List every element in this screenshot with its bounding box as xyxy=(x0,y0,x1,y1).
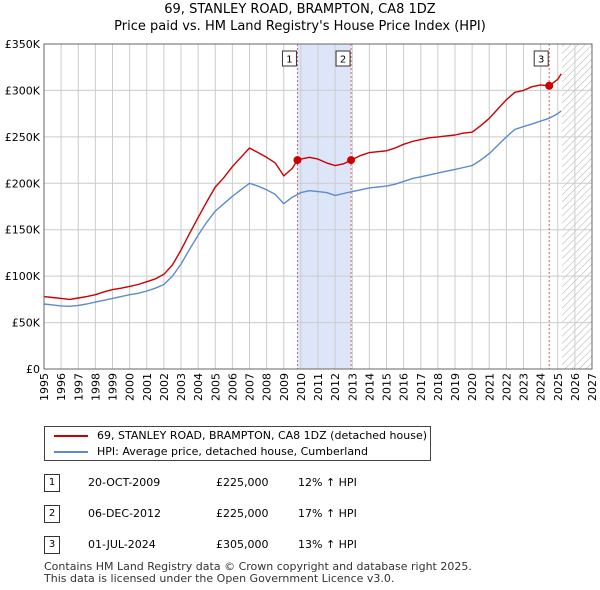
x-tick-label: 2021 xyxy=(483,373,496,401)
sale-number: 1 xyxy=(44,474,60,492)
x-tick-label: 2002 xyxy=(158,373,171,401)
sale-point xyxy=(347,156,356,165)
y-tick-label: £350K xyxy=(5,38,41,51)
title-line-2: Price paid vs. HM Land Registry's House … xyxy=(114,19,486,34)
legend-label-hpi: HPI: Average price, detached house, Cumb… xyxy=(97,445,369,458)
x-tick-label: 2015 xyxy=(381,373,394,401)
sale-date: 01-JUL-2024 xyxy=(88,538,156,551)
forecast-region xyxy=(562,44,592,369)
sale-marker-label: 3 xyxy=(538,55,544,66)
sale-marker-label: 1 xyxy=(286,55,292,66)
y-tick-label: £50K xyxy=(12,317,41,330)
x-tick-label: 2008 xyxy=(261,373,274,401)
legend-swatch-hpi xyxy=(54,451,88,453)
sale-price: £225,000 xyxy=(216,507,269,520)
sale-date: 06-DEC-2012 xyxy=(88,507,162,520)
x-tick-label: 2025 xyxy=(552,373,565,401)
hpi-line xyxy=(43,110,562,307)
x-tick-label: 1995 xyxy=(38,373,51,401)
x-tick-label: 2000 xyxy=(124,373,137,401)
y-tick-label: £250K xyxy=(5,131,41,144)
legend-label-property: 69, STANLEY ROAD, BRAMPTON, CA8 1DZ (det… xyxy=(97,429,427,442)
footer: Contains HM Land Registry data © Crown c… xyxy=(44,561,472,585)
x-tick-label: 1997 xyxy=(72,373,85,401)
y-tick-label: £100K xyxy=(5,270,41,283)
x-tick-label: 2022 xyxy=(500,373,513,401)
sale-price: £305,000 xyxy=(216,538,269,551)
x-tick-label: 1996 xyxy=(55,373,68,401)
sale-period-band xyxy=(297,44,352,369)
sale-date: 20-OCT-2009 xyxy=(88,476,161,489)
x-tick-label: 2003 xyxy=(175,373,188,401)
x-tick-label: 2012 xyxy=(329,373,342,401)
x-tick-label: 2016 xyxy=(398,373,411,401)
x-tick-label: 2009 xyxy=(278,373,291,401)
x-tick-label: 2018 xyxy=(432,373,445,401)
x-tick-label: 2020 xyxy=(466,373,479,401)
footer-line-1: Contains HM Land Registry data © Crown c… xyxy=(44,560,472,573)
x-tick-label: 2006 xyxy=(226,373,239,401)
footer-line-2: This data is licensed under the Open Gov… xyxy=(44,572,395,585)
x-tick-label: 1998 xyxy=(89,373,102,401)
legend: 69, STANLEY ROAD, BRAMPTON, CA8 1DZ (det… xyxy=(44,426,431,461)
chart-title: 69, STANLEY ROAD, BRAMPTON, CA8 1DZ Pric… xyxy=(0,1,600,35)
x-tick-label: 1999 xyxy=(107,373,120,401)
y-tick-label: £200K xyxy=(5,177,41,190)
sale-point xyxy=(545,81,554,90)
sale-price: £225,000 xyxy=(216,476,269,489)
sale-number: 3 xyxy=(44,536,60,554)
legend-swatch-property xyxy=(54,435,88,437)
legend-item-hpi: HPI: Average price, detached house, Cumb… xyxy=(45,444,430,460)
sale-hpi-change: 13% ↑ HPI xyxy=(298,538,357,551)
x-tick-label: 2010 xyxy=(295,373,308,401)
sale-marker-box xyxy=(335,50,351,67)
x-tick-label: 2019 xyxy=(449,373,462,401)
x-tick-label: 2017 xyxy=(415,373,428,401)
sale-point xyxy=(293,156,302,165)
title-line-1: 69, STANLEY ROAD, BRAMPTON, CA8 1DZ xyxy=(164,2,436,17)
x-tick-label: 2023 xyxy=(518,373,531,401)
sale-hpi-change: 12% ↑ HPI xyxy=(298,476,357,489)
legend-item-property: 69, STANLEY ROAD, BRAMPTON, CA8 1DZ (det… xyxy=(45,428,430,444)
sale-hpi-change: 17% ↑ HPI xyxy=(298,507,357,520)
x-tick-label: 2024 xyxy=(535,373,548,401)
x-tick-label: 2001 xyxy=(141,373,154,401)
sale-marker-label: 2 xyxy=(340,55,346,66)
y-tick-label: £0 xyxy=(26,363,40,376)
sale-number: 2 xyxy=(44,505,60,523)
x-tick-label: 2013 xyxy=(346,373,359,401)
x-tick-label: 2014 xyxy=(363,373,376,401)
price-chart: £0 £50K £100K £150K £200K £250K £300K £350K 1995… xyxy=(5,38,599,401)
x-tick-label: 2005 xyxy=(209,373,222,401)
sale-marker-box xyxy=(533,50,549,67)
x-tick-label: 2026 xyxy=(569,373,582,401)
x-tick-label: 2011 xyxy=(312,373,325,401)
x-tick-label: 2007 xyxy=(244,373,257,401)
y-tick-label: £150K xyxy=(5,224,41,237)
x-tick-label: 2004 xyxy=(192,373,205,401)
y-tick-label: £300K xyxy=(5,84,41,97)
sale-marker-box xyxy=(281,50,297,67)
x-tick-label: 2027 xyxy=(586,373,599,401)
plot-border xyxy=(43,43,593,370)
